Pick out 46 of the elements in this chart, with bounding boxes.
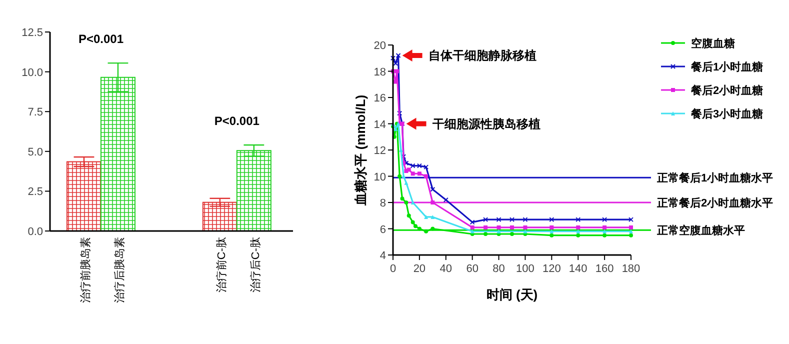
x-tick-label: 治疗前C-肽 (214, 237, 228, 293)
y-tick-label: 12 (374, 145, 386, 157)
legend: 空腹血糖 (661, 38, 735, 50)
y-tick-label: 8 (380, 198, 386, 210)
y-tick-label: 4 (380, 250, 386, 262)
y-tick-label: 10.0 (22, 66, 43, 79)
x-tick-label: 40 (440, 263, 452, 275)
annotation: P<0.001 (214, 114, 260, 128)
ref-line-label: 正常餐后1小时血糖水平 (656, 172, 774, 185)
y-tick-label: 7.5 (28, 106, 43, 119)
x-tick-label: 160 (595, 263, 614, 275)
y-tick-label: 6 (380, 224, 386, 236)
y-tick-label: 14 (374, 118, 386, 131)
annotation: P<0.001 (78, 32, 124, 46)
x-tick-label: 治疗后胰岛素 (112, 237, 126, 303)
x-tick-label: 140 (568, 263, 588, 275)
ref-line-label: 正常空腹血糖水平 (656, 224, 745, 238)
x-tick-label: 治疗前胰岛素 (78, 237, 92, 303)
x-tick-label: 100 (516, 263, 534, 275)
legend-label: 餐后1小时血糖 (690, 60, 764, 74)
y-tick-label: 2.5 (28, 186, 43, 198)
x-tick-label: 60 (466, 263, 478, 275)
legend: 餐后3小时血糖 (661, 108, 764, 120)
legend-label: 空腹血糖 (691, 37, 735, 50)
y-tick-label: 5.0 (28, 146, 43, 158)
annotation: 自体干细胞静脉移植 (428, 48, 536, 62)
x-tick-label: 治疗后C-肽 (248, 237, 262, 293)
x-tick-label: 0 (390, 263, 396, 275)
legend-label: 餐后3小时血糖 (690, 108, 764, 120)
legend: 餐后1小时血糖 (661, 62, 764, 74)
legend-label: 餐后2小时血糖 (690, 84, 764, 97)
annotation: 干细胞源性胰岛移植 (431, 116, 540, 131)
y-tick-label: 0.0 (28, 226, 43, 238)
x-tick-label: 80 (492, 263, 505, 275)
x-axis-title: 时间 (天) (486, 287, 538, 302)
y-tick-label: 10 (374, 171, 386, 184)
y-axis-title: 血糖水平 (mmol/L) (353, 94, 368, 206)
x-tick-label: 20 (413, 263, 426, 275)
y-tick-label: 12.5 (22, 27, 43, 39)
y-tick-label: 16 (374, 92, 386, 104)
legend: 餐后2小时血糖 (661, 85, 764, 97)
x-tick-label: 180 (622, 263, 640, 275)
y-tick-label: 20 (374, 40, 386, 52)
y-tick-label: 18 (374, 66, 386, 78)
ref-line-label: 正常餐后2小时血糖水平 (656, 196, 774, 210)
x-tick-label: 120 (542, 263, 561, 275)
